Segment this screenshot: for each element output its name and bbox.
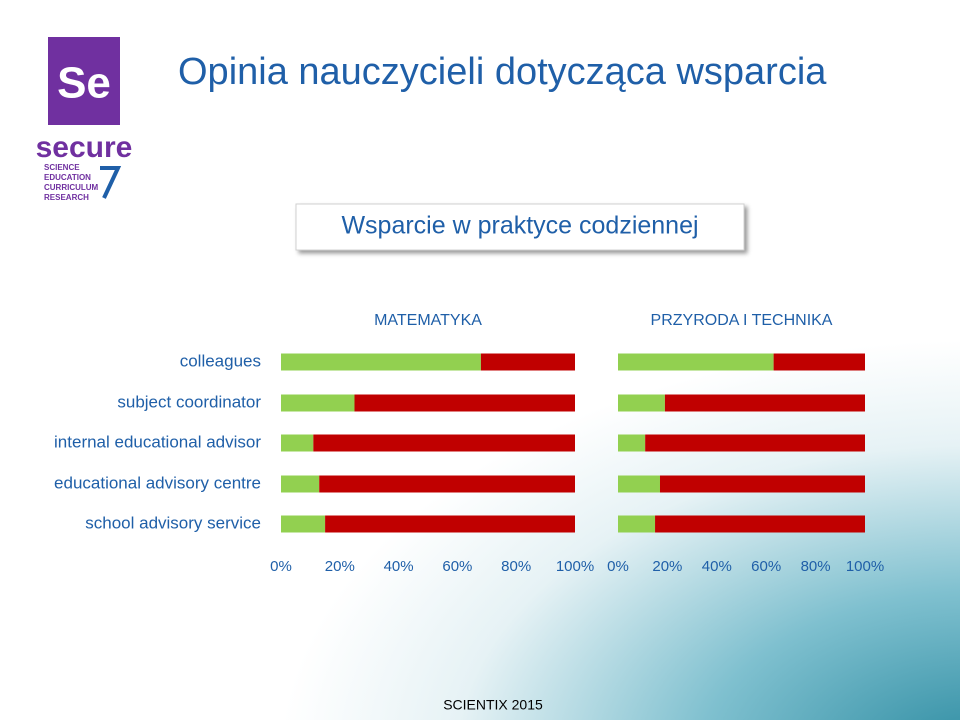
logo-name: secure bbox=[36, 131, 133, 164]
x-tick-label: 40% bbox=[384, 558, 414, 575]
x-tick-label: 80% bbox=[801, 558, 831, 575]
bar-segment bbox=[618, 475, 660, 493]
slide-subtitle: Wsparcie w praktyce codziennej bbox=[341, 212, 698, 240]
bar-segment bbox=[281, 475, 320, 493]
x-tick-label: 20% bbox=[652, 558, 682, 575]
category-label: colleagues bbox=[180, 351, 261, 370]
bar-segment bbox=[773, 353, 865, 371]
x-tick-label: 40% bbox=[702, 558, 732, 575]
slide-title: Opinia nauczycieli dotycząca wsparcia bbox=[178, 51, 827, 93]
bar-segment bbox=[281, 394, 355, 412]
bar-segment bbox=[281, 434, 314, 452]
logo-line: SCIENCE bbox=[44, 163, 80, 172]
bar-segment bbox=[319, 475, 575, 493]
bar-segment bbox=[618, 353, 774, 371]
logo-line: RESEARCH bbox=[44, 193, 89, 202]
x-tick-label: 100% bbox=[846, 558, 884, 575]
subtitle-box bbox=[295, 203, 745, 251]
footer: SCIENTIX 2015 bbox=[443, 697, 543, 713]
x-tick-label: 60% bbox=[442, 558, 472, 575]
x-tick-label: 100% bbox=[556, 558, 594, 575]
category-label: school advisory service bbox=[85, 513, 261, 532]
x-tick-label: 60% bbox=[751, 558, 781, 575]
logo-line: EDUCATION bbox=[44, 173, 91, 182]
bar-segment bbox=[618, 434, 646, 452]
bar-segment bbox=[655, 515, 865, 533]
category-label: educational advisory centre bbox=[54, 473, 261, 492]
bar-segment bbox=[645, 434, 865, 452]
logo-box bbox=[48, 37, 120, 125]
logo-line: CURRICULUM bbox=[44, 183, 99, 192]
logo-mark: Se bbox=[57, 59, 111, 108]
bar-segment bbox=[313, 434, 575, 452]
category-label: internal educational advisor bbox=[54, 432, 261, 451]
chart-title: MATEMATYKA bbox=[374, 312, 482, 329]
x-tick-label: 0% bbox=[270, 558, 292, 575]
bar-segment bbox=[480, 353, 575, 371]
bar-segment bbox=[664, 394, 865, 412]
category-label: subject coordinator bbox=[117, 392, 261, 411]
bar-segment bbox=[659, 475, 865, 493]
bar-segment bbox=[354, 394, 575, 412]
bar-segment bbox=[281, 353, 481, 371]
bar-segment bbox=[618, 515, 656, 533]
logo: Se secure SCIENCE EDUCATION CURRICULUM R… bbox=[36, 37, 133, 202]
x-tick-label: 0% bbox=[607, 558, 629, 575]
x-tick-label: 20% bbox=[325, 558, 355, 575]
bar-segment bbox=[281, 515, 326, 533]
logo-fp7 bbox=[100, 166, 122, 199]
bar-segment bbox=[325, 515, 575, 533]
bar-segment bbox=[618, 394, 665, 412]
chart-title: PRZYRODA I TECHNIKA bbox=[651, 312, 833, 329]
x-tick-label: 80% bbox=[501, 558, 531, 575]
